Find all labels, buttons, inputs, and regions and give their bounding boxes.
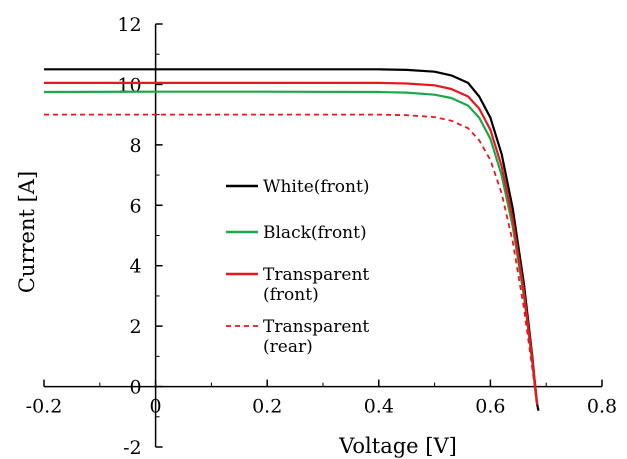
y-tick-label: 8 xyxy=(130,135,142,157)
legend: White(front)Black(front)Transparent(fron… xyxy=(226,177,369,357)
y-tick-label: 10 xyxy=(117,74,141,96)
x-tick-label: -0.2 xyxy=(26,396,63,418)
plot-area: -0.2 0 0.2 0.4 0.6 0.8 12 10 8 6 4 2 0 -2 xyxy=(26,14,617,459)
x-axis-ticks: -0.2 0 0.2 0.4 0.6 0.8 xyxy=(26,379,617,418)
y-tick-label: 6 xyxy=(130,195,142,217)
legend-label: Transparent xyxy=(263,317,369,337)
x-tick-label: 0.2 xyxy=(252,396,282,418)
x-tick-label: 0.6 xyxy=(475,396,505,418)
y-tick-label: 12 xyxy=(117,14,141,36)
x-tick-label: 0.4 xyxy=(364,396,394,418)
x-axis-title: Voltage [V] xyxy=(338,434,457,458)
legend-label: (rear) xyxy=(263,337,313,357)
legend-label: Transparent xyxy=(263,265,369,285)
series-line xyxy=(44,113,538,402)
y-tick-label: -2 xyxy=(123,437,142,459)
y-tick-label: 4 xyxy=(130,256,142,278)
legend-label: Black(front) xyxy=(263,223,367,243)
series-line xyxy=(44,81,539,405)
y-axis-title: Current [A] xyxy=(15,171,39,293)
legend-label: (front) xyxy=(263,285,319,305)
x-tick-label: 0.8 xyxy=(587,396,617,418)
legend-label: White(front) xyxy=(263,177,369,197)
y-tick-label: 2 xyxy=(130,316,142,338)
y-axis-ticks: 12 10 8 6 4 2 0 -2 xyxy=(117,14,163,459)
x-tick-label: 0 xyxy=(150,396,162,418)
y-tick-label: 0 xyxy=(130,377,142,399)
series-layer xyxy=(43,68,540,411)
